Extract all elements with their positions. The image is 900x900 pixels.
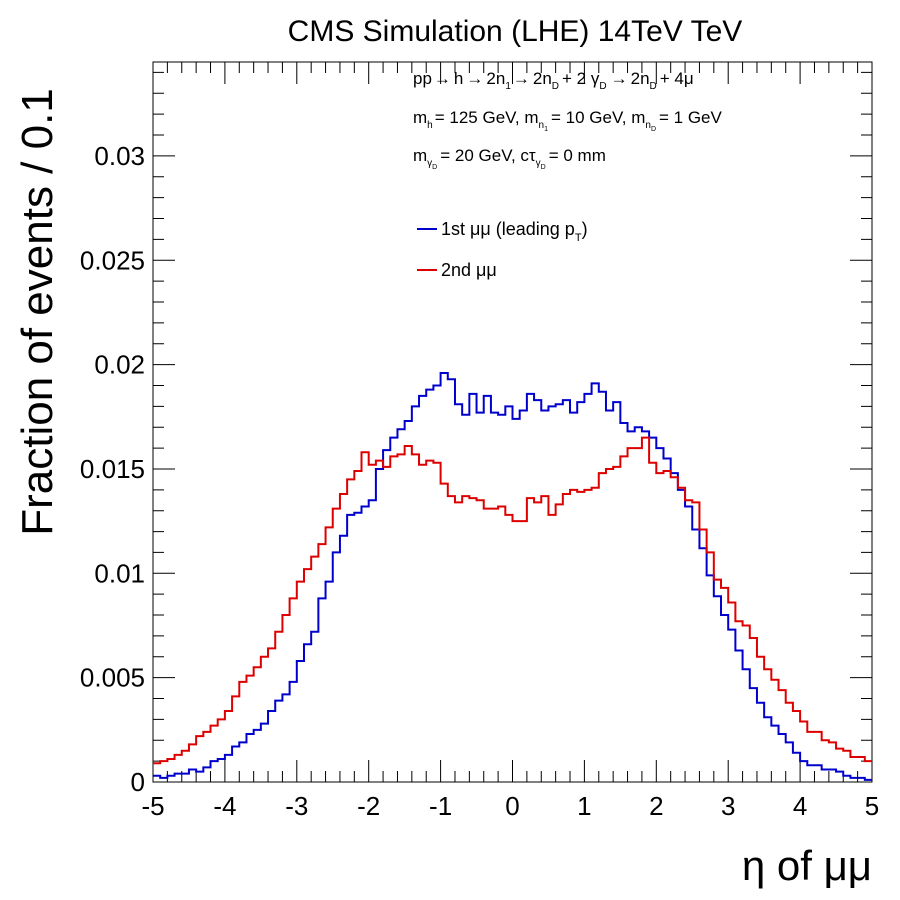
x-tick-label: 4	[793, 791, 807, 821]
y-axis-label: Fraction of events / 0.1	[13, 88, 62, 536]
y-tick-labels: 0 0.005 0.01 0.015 0.02 0.025 0.03	[80, 141, 145, 797]
chart-title: CMS Simulation (LHE) 14TeV TeV	[288, 15, 743, 48]
y-tick-label: 0.015	[80, 454, 145, 484]
svg-text:mγD= 20 GeV, cτγD= 0 mm: mγD= 20 GeV, cτγD= 0 mm	[413, 146, 606, 171]
x-tick-label: -4	[213, 791, 236, 821]
x-tick-label: 0	[505, 791, 519, 821]
plot-frame	[152, 61, 873, 783]
legend-label-1st: 1st μμ (leading pT)	[441, 219, 588, 244]
legend: 1st μμ (leading pT) 2nd μμ	[417, 219, 588, 280]
x-tick-label: -2	[357, 791, 380, 821]
y-tick-label: 0.02	[94, 350, 145, 380]
x-tick-label: -1	[429, 791, 452, 821]
y-tick-label: 0.01	[94, 558, 145, 588]
y-tick-label: 0.03	[94, 141, 145, 171]
x-tick-labels: -5 -4 -3 -2 -1 0 1 2 3 4 5	[141, 791, 879, 821]
y-tick-label: 0.025	[80, 245, 145, 275]
svg-text:pp→h→2n1→2nD+ 2 γD→2nD+ 4μ: pp → h → 2n1 → 2nD + 2 γD → 2nD + 4μ	[413, 69, 694, 92]
x-axis-label: η of μμ	[742, 842, 872, 889]
tick-marks	[152, 62, 873, 783]
x-tick-label: 1	[577, 791, 591, 821]
y-tick-label: 0.005	[80, 663, 145, 693]
annotation-darkphoton: mγD= 20 GeV, cτγD= 0 mm	[413, 146, 606, 171]
x-tick-label: 2	[649, 791, 663, 821]
annotation-masses: mh = 125 GeV, mn1= 10 GeV, mnD= 1 GeV	[413, 108, 723, 133]
x-tick-label: -5	[141, 791, 164, 821]
x-tick-label: -3	[285, 791, 308, 821]
svg-text:mh= 125 GeV, mn1= 10 GeV, mnD=: mh = 125 GeV, mn1= 10 GeV, mnD= 1 GeV	[413, 108, 723, 133]
series-line-2nd-mumu	[153, 436, 872, 765]
x-tick-label: 3	[721, 791, 735, 821]
series-line-1st-mumu	[153, 371, 872, 781]
x-tick-label: 5	[865, 791, 879, 821]
legend-label-2nd: 2nd μμ	[441, 260, 497, 280]
annotation-process: pp → h → 2n1 → 2nD + 2 γD → 2nD + 4μ	[413, 69, 694, 92]
y-tick-label: 0	[131, 767, 145, 797]
series-group	[153, 371, 872, 781]
axis-ticks	[152, 62, 873, 783]
